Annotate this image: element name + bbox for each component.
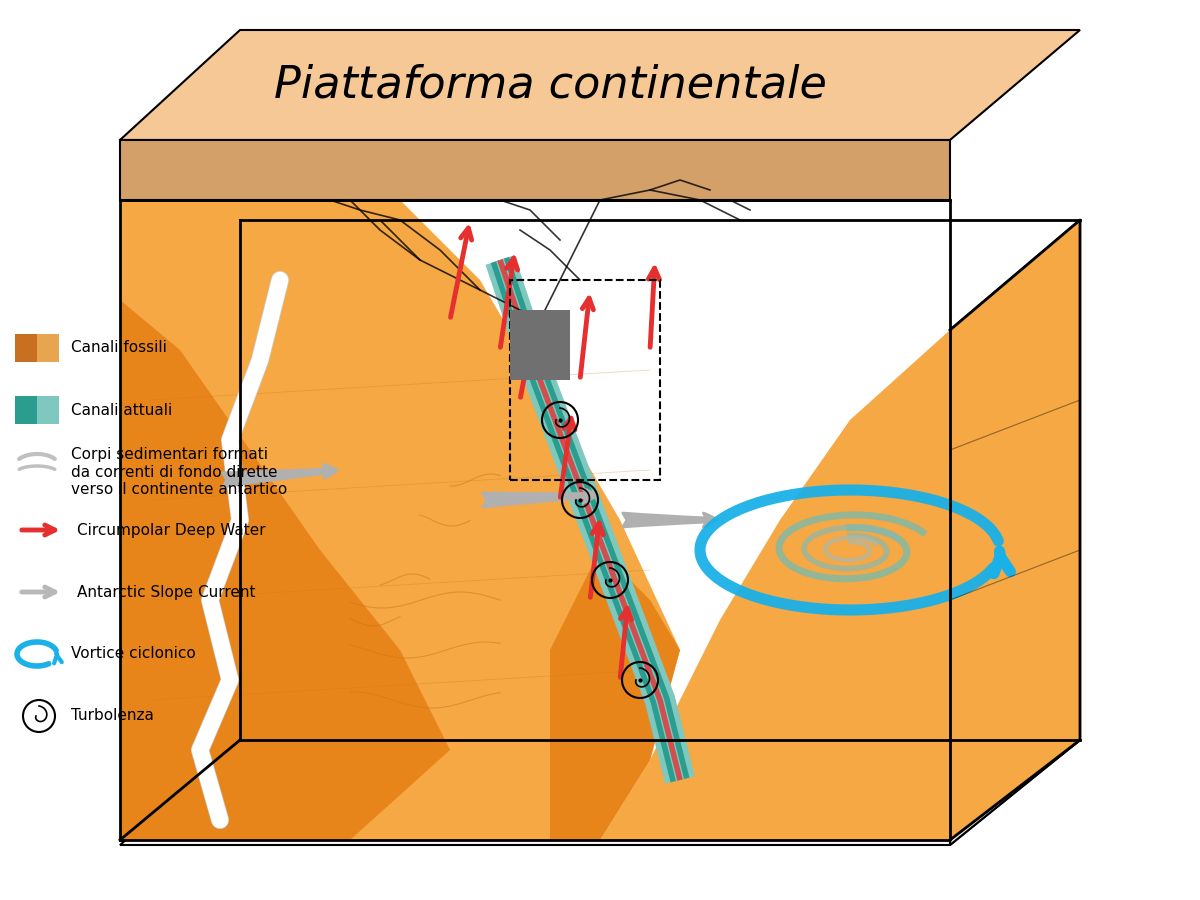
Bar bbox=[510, 310, 570, 380]
Bar bbox=[510, 280, 660, 480]
Polygon shape bbox=[120, 740, 1080, 845]
Text: Antarctic Slope Current: Antarctic Slope Current bbox=[77, 584, 256, 599]
Polygon shape bbox=[120, 140, 950, 200]
Text: Piattaforma continentale: Piattaforma continentale bbox=[274, 64, 827, 106]
Bar bbox=[37, 334, 59, 362]
Text: Vortice ciclonico: Vortice ciclonico bbox=[71, 646, 196, 662]
Polygon shape bbox=[120, 200, 680, 840]
Text: Turbolenza: Turbolenza bbox=[71, 708, 154, 724]
Polygon shape bbox=[600, 220, 1080, 840]
Text: Circumpolar Deep Water: Circumpolar Deep Water bbox=[77, 523, 265, 537]
Bar bbox=[14, 334, 37, 362]
Polygon shape bbox=[120, 30, 1080, 140]
Text: Canali attuali: Canali attuali bbox=[71, 402, 173, 418]
Bar bbox=[14, 396, 37, 424]
Polygon shape bbox=[950, 220, 1080, 845]
Polygon shape bbox=[120, 300, 450, 840]
Polygon shape bbox=[550, 550, 680, 840]
Text: Canali fossili: Canali fossili bbox=[71, 340, 167, 356]
Bar bbox=[37, 396, 59, 424]
Text: Corpi sedimentari formati
da correnti di fondo dirette
verso il continente antar: Corpi sedimentari formati da correnti di… bbox=[71, 447, 287, 497]
